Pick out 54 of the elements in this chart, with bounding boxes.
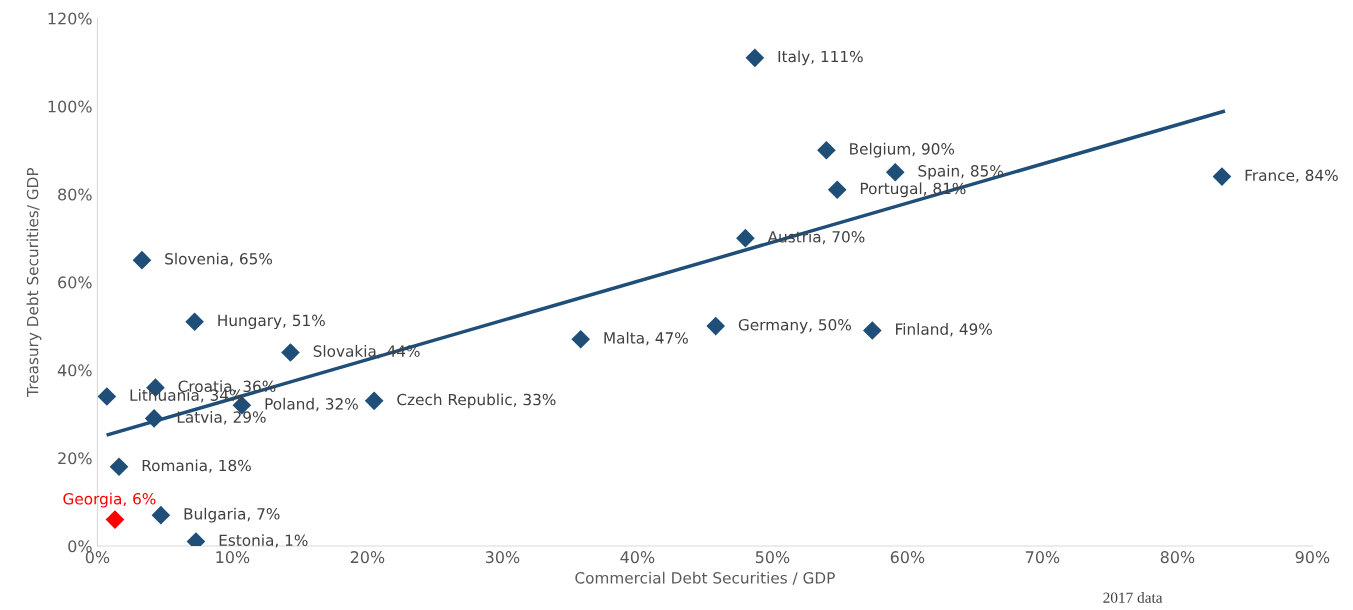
data-label: Finland, 49% [896, 323, 992, 337]
data-label: Germany, 50% [738, 318, 851, 334]
point [105, 510, 125, 529]
data-label: Belgium, 90% [850, 142, 955, 158]
x-tick-label: 10% [216, 551, 250, 564]
point [885, 162, 905, 182]
y-tick-label: 0% [68, 540, 92, 553]
point [132, 250, 152, 270]
point [97, 387, 117, 406]
point [863, 321, 882, 340]
y-tick-label: 80% [58, 188, 92, 201]
data-label: Romania, 18% [142, 459, 251, 473]
point [144, 409, 164, 428]
x-tick-label: 50% [755, 551, 790, 564]
x-tick-label: 60% [890, 551, 925, 564]
y-tick-label: 60% [58, 276, 92, 289]
data-label: Estonia, 1% [219, 534, 308, 548]
data-label: Slovenia, 65% [165, 252, 273, 267]
x-tick-label: 20% [350, 551, 385, 564]
x-tick-label: 40% [620, 551, 655, 564]
point [827, 180, 847, 200]
x-axis-title: Commercial Debt Securities / GDP [575, 571, 835, 585]
point [745, 48, 765, 68]
x-tick-label: 70% [1025, 551, 1060, 564]
point [1212, 167, 1232, 186]
data-label: Spain, 85% [918, 164, 1003, 180]
y-tick-label: 100% [48, 100, 92, 113]
point [706, 316, 726, 336]
x-tick-label: 0% [85, 551, 110, 564]
point [151, 505, 171, 525]
x-tick-label: 90% [1295, 551, 1330, 564]
data-label: Malta, 47% [604, 331, 688, 346]
y-tick-label: 120% [48, 12, 92, 25]
data-label: France, 84% [1245, 169, 1338, 183]
y-tick-label: 20% [58, 452, 92, 465]
x-tick-label: 30% [485, 551, 520, 564]
y-tick-label: 40% [57, 364, 92, 377]
data-label: Italy, 111% [778, 50, 863, 66]
point [109, 457, 129, 477]
data-label: Georgia, 6% [63, 492, 156, 508]
data-label: Poland, 32% [265, 397, 358, 412]
data-label: Latvia, 29% [177, 411, 266, 425]
point [736, 228, 755, 248]
point [364, 391, 384, 411]
point [281, 343, 300, 362]
data-label: Hungary, 51% [218, 314, 325, 330]
point [185, 312, 204, 332]
data-label: Czech Republic, 33% [397, 393, 556, 409]
x-tick-label: 80% [1160, 551, 1195, 564]
y-axis-title: Treasury Debt Securities/ GDP [26, 167, 42, 397]
data-label: Bulgaria, 7% [184, 507, 280, 523]
point [571, 329, 591, 349]
text: 2017 data [1103, 592, 1163, 603]
point [817, 140, 836, 160]
